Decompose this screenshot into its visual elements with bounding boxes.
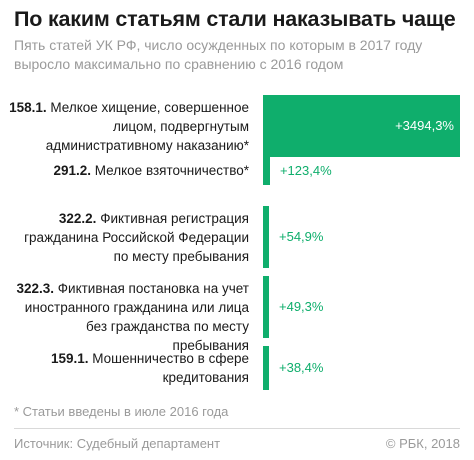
value-label: +49,3% (279, 299, 324, 314)
category-label: 291.2. Мелкое взяточничество* (53, 163, 249, 178)
article-code: 322.2. (58, 210, 97, 226)
category-label: 158.1. Мелкое хищение, совершенное лицом,… (9, 99, 249, 153)
bar (263, 95, 460, 157)
source-note: Источник: Судебный департамент (14, 436, 221, 451)
article-code: 322.3. (16, 280, 55, 296)
footnote: * Статьи введены в июле 2016 года (14, 404, 229, 419)
bar (263, 156, 270, 185)
copyright: © РБК, 2018 (385, 436, 460, 451)
chart-title: По каким статьям стали наказывать чаще (14, 7, 456, 31)
article-code: 158.1. (9, 99, 47, 115)
bar (263, 206, 269, 268)
value-label: +54,9% (279, 229, 324, 244)
article-code: 291.2. (53, 163, 92, 178)
value-label: +3494,3% (395, 118, 454, 133)
bar (263, 346, 269, 390)
footer-divider (14, 428, 460, 429)
category-label: 322.3. Фиктивная постановка на учет иност… (16, 280, 249, 353)
value-label: +123,4% (279, 162, 332, 178)
value-label: +38,4% (279, 360, 324, 375)
article-code: 159.1. (50, 351, 89, 366)
category-label: 159.1. Мошенничество в сфере кредитования (50, 351, 249, 385)
chart-subtitle: Пять статей УК РФ, число осужденных по к… (14, 37, 423, 72)
bar (263, 276, 269, 338)
category-label: 322.2. Фиктивная регистрация гражданина Р… (24, 210, 249, 264)
